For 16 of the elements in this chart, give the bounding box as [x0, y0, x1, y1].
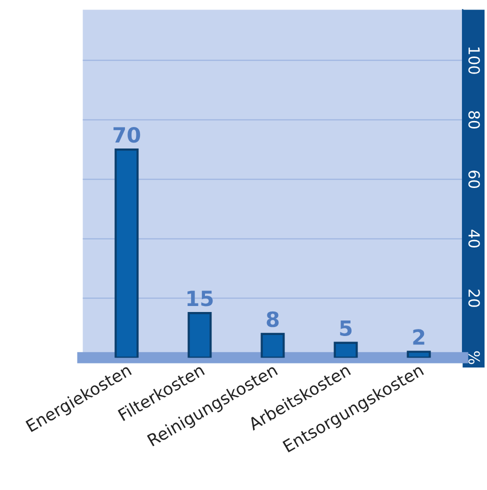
y-tick-label: 100 — [468, 47, 480, 74]
y-tick-label: 40 — [468, 230, 480, 248]
data-label: 70 — [114, 126, 140, 143]
data-label: 2 — [413, 329, 424, 345]
bar — [260, 332, 285, 358]
bar — [114, 148, 139, 358]
y-tick-label: 20 — [468, 290, 480, 307]
data-label: 15 — [188, 290, 213, 306]
bar — [334, 342, 358, 358]
y-tick-label: 60 — [468, 170, 480, 188]
data-label: 5 — [340, 320, 352, 336]
y-tick-label: % — [468, 351, 480, 364]
data-label: 8 — [266, 311, 279, 328]
y-tick-label: 80 — [468, 111, 480, 129]
bar — [188, 312, 212, 358]
bar — [406, 350, 431, 358]
